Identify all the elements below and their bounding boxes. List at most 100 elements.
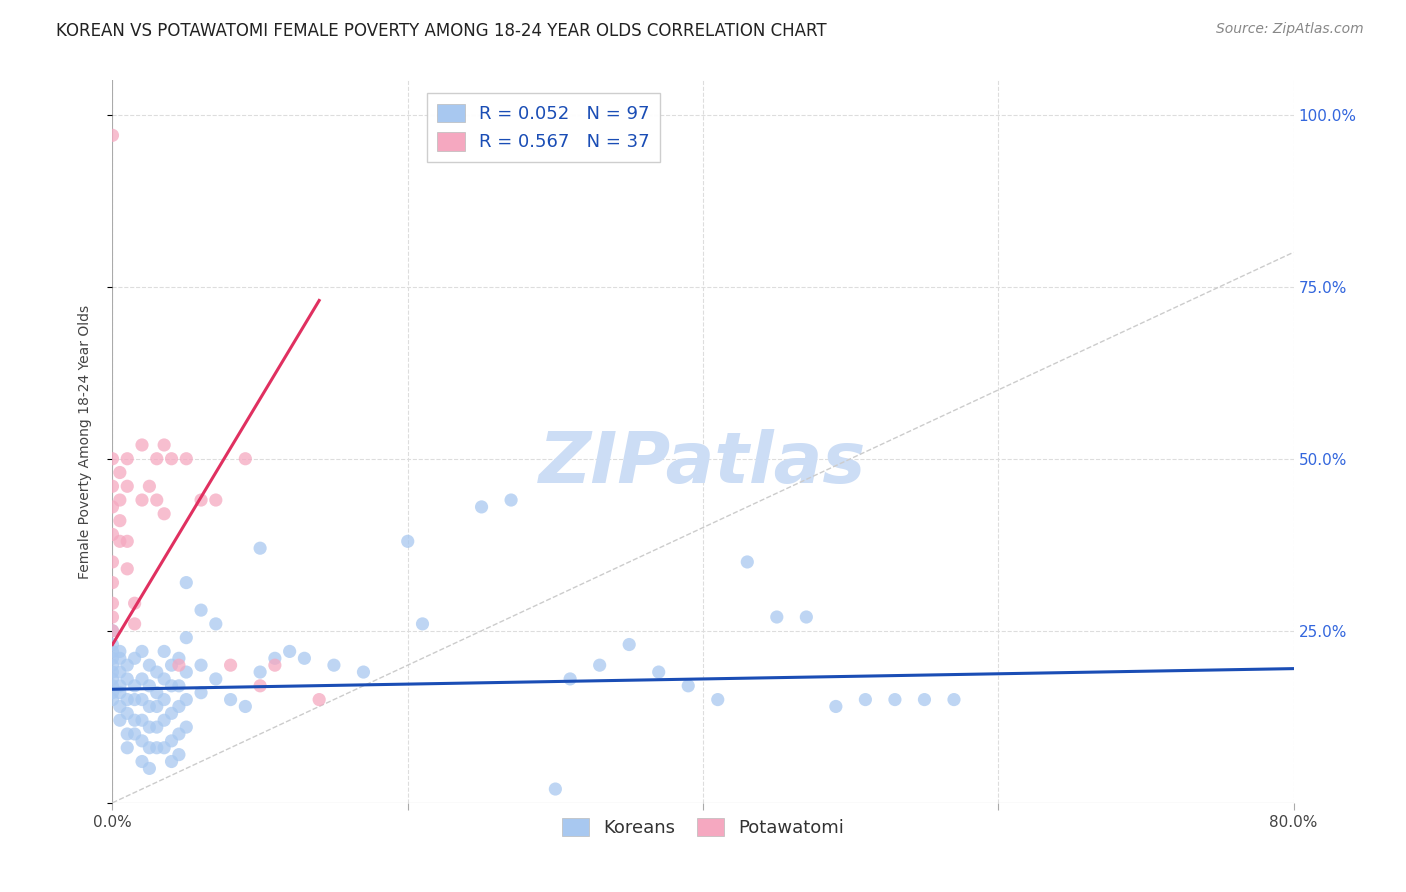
Point: [233, 699, 256, 714]
Point: [101, 575, 124, 590]
Point: [167, 747, 190, 762]
Point: [167, 679, 190, 693]
Point: [153, 644, 176, 658]
Point: [219, 658, 242, 673]
Point: [233, 451, 256, 466]
Point: [131, 644, 153, 658]
Point: [153, 713, 176, 727]
Point: [796, 610, 818, 624]
Point: [117, 740, 138, 755]
Point: [138, 699, 160, 714]
Point: [544, 782, 567, 797]
Point: [153, 740, 176, 755]
Point: [942, 692, 965, 706]
Point: [124, 692, 146, 706]
Point: [352, 665, 374, 679]
Point: [146, 699, 169, 714]
Point: [101, 596, 124, 610]
Point: [101, 624, 124, 638]
Point: [108, 534, 131, 549]
Text: KOREAN VS POTAWATOMI FEMALE POVERTY AMONG 18-24 YEAR OLDS CORRELATION CHART: KOREAN VS POTAWATOMI FEMALE POVERTY AMON…: [56, 22, 827, 40]
Point: [167, 727, 190, 741]
Point: [108, 493, 131, 508]
Point: [249, 679, 271, 693]
Point: [205, 493, 228, 508]
Point: [124, 596, 146, 610]
Point: [167, 658, 190, 673]
Point: [101, 555, 124, 569]
Point: [101, 692, 124, 706]
Point: [558, 672, 582, 686]
Text: Source: ZipAtlas.com: Source: ZipAtlas.com: [1216, 22, 1364, 37]
Point: [101, 128, 124, 143]
Point: [101, 665, 124, 679]
Point: [101, 527, 124, 541]
Point: [205, 672, 228, 686]
Point: [153, 507, 176, 521]
Point: [411, 616, 433, 631]
Point: [264, 651, 287, 665]
Point: [146, 720, 169, 734]
Point: [190, 493, 212, 508]
Point: [108, 679, 131, 693]
Point: [323, 658, 346, 673]
Point: [501, 493, 523, 508]
Point: [117, 692, 138, 706]
Point: [138, 761, 160, 775]
Point: [117, 479, 138, 493]
Point: [101, 651, 124, 665]
Point: [678, 679, 700, 693]
Legend: Koreans, Potawatomi: Koreans, Potawatomi: [554, 811, 852, 845]
Point: [124, 651, 146, 665]
Point: [737, 555, 759, 569]
Point: [131, 672, 153, 686]
Point: [153, 692, 176, 706]
Point: [117, 562, 138, 576]
Point: [108, 651, 131, 665]
Text: ZIPatlas: ZIPatlas: [540, 429, 866, 498]
Point: [160, 679, 183, 693]
Point: [108, 686, 131, 700]
Point: [131, 734, 153, 748]
Point: [138, 720, 160, 734]
Point: [174, 720, 197, 734]
Point: [117, 658, 138, 673]
Point: [108, 713, 131, 727]
Point: [146, 665, 169, 679]
Point: [138, 658, 160, 673]
Point: [706, 692, 728, 706]
Point: [117, 672, 138, 686]
Point: [138, 679, 160, 693]
Point: [824, 699, 846, 714]
Point: [167, 651, 190, 665]
Point: [219, 692, 242, 706]
Y-axis label: Female Poverty Among 18-24 Year Olds: Female Poverty Among 18-24 Year Olds: [77, 304, 91, 579]
Point: [160, 755, 183, 769]
Point: [153, 672, 176, 686]
Point: [470, 500, 494, 514]
Point: [117, 534, 138, 549]
Point: [138, 740, 160, 755]
Point: [108, 644, 131, 658]
Point: [108, 665, 131, 679]
Point: [249, 665, 271, 679]
Point: [278, 644, 301, 658]
Point: [124, 713, 146, 727]
Point: [146, 686, 169, 700]
Point: [108, 514, 131, 528]
Point: [146, 740, 169, 755]
Point: [101, 658, 124, 673]
Point: [766, 610, 789, 624]
Point: [124, 616, 146, 631]
Point: [101, 679, 124, 693]
Point: [117, 706, 138, 721]
Point: [160, 734, 183, 748]
Point: [190, 686, 212, 700]
Point: [205, 616, 228, 631]
Point: [160, 451, 183, 466]
Point: [131, 493, 153, 508]
Point: [131, 438, 153, 452]
Point: [190, 658, 212, 673]
Point: [174, 631, 197, 645]
Point: [914, 692, 936, 706]
